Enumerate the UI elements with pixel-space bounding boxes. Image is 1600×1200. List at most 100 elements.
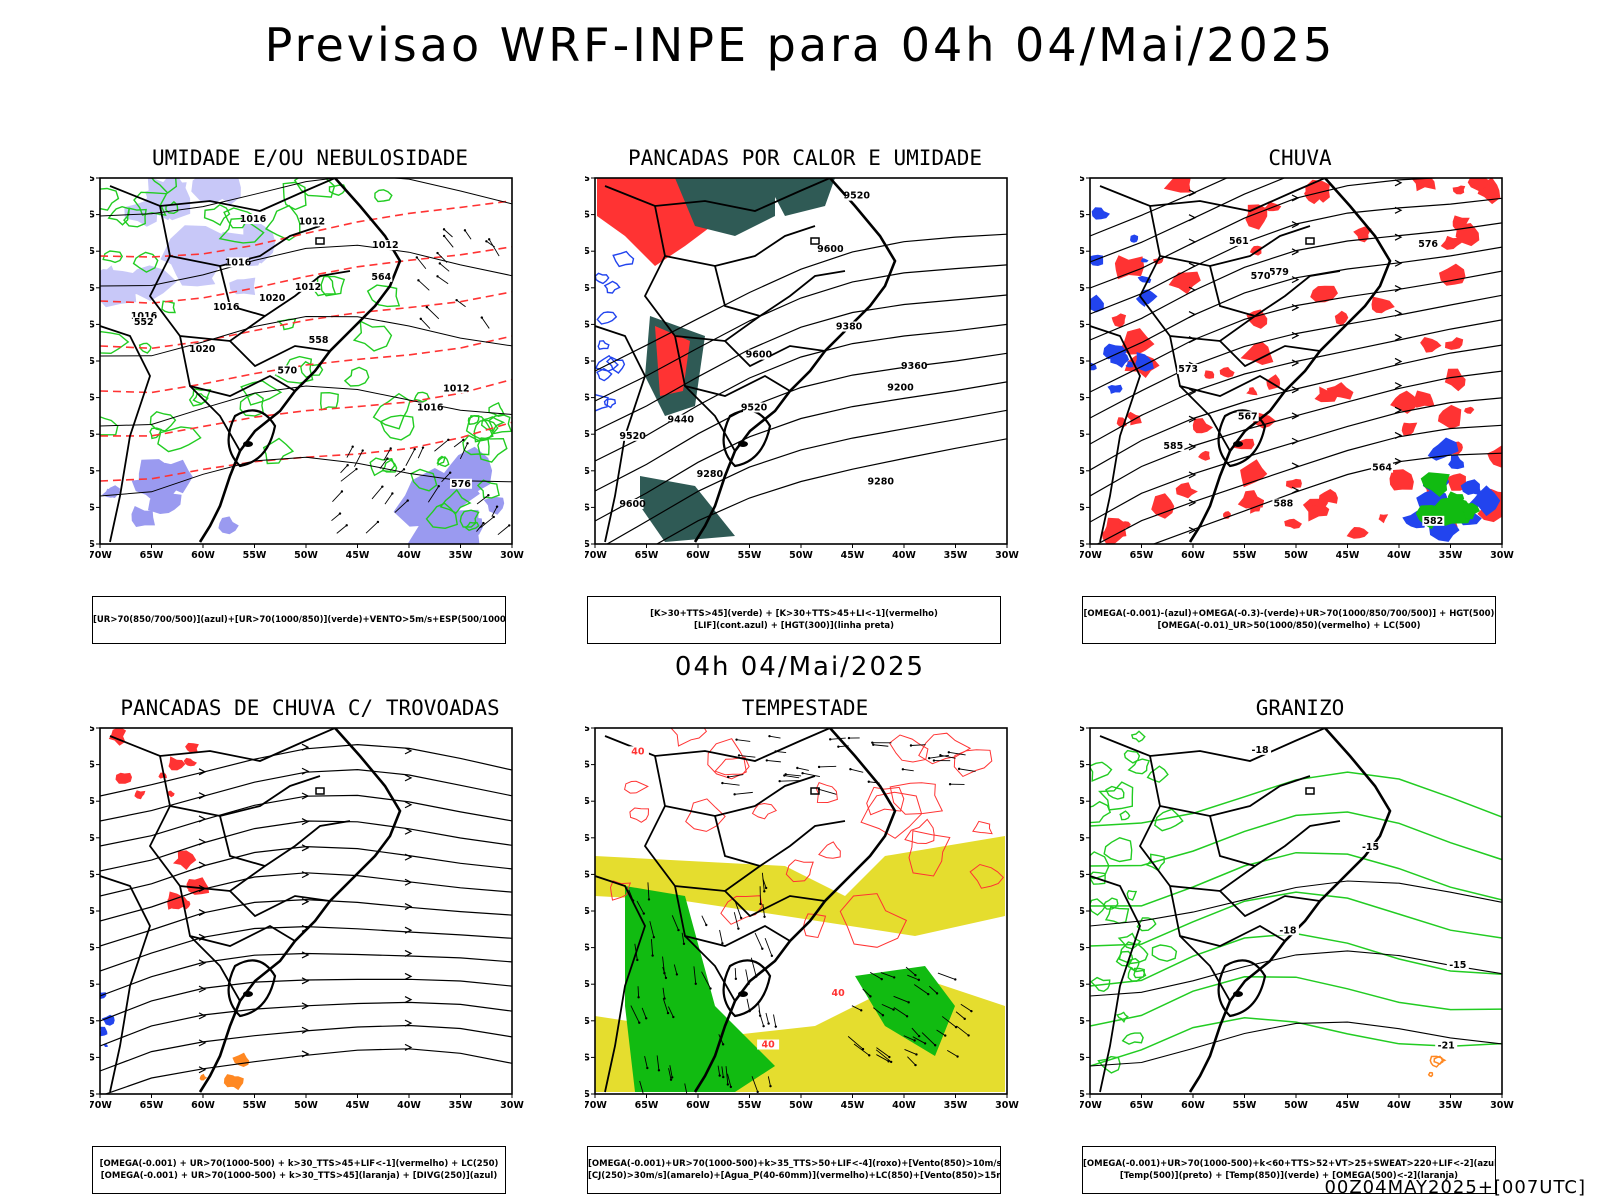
wind-vector-head [705, 923, 708, 927]
wind-vector [701, 915, 707, 926]
water-vapor-contour [815, 781, 838, 804]
panel-title: PANCADAS DE CHUVA C/ TROVOADAS [120, 696, 500, 720]
lat-tick-label: 12S [90, 726, 95, 734]
water-vapor-contour [953, 749, 993, 778]
contour-line [1090, 811, 1502, 867]
state-border [100, 875, 151, 1093]
streamline [100, 925, 512, 972]
wind-vector [734, 901, 742, 919]
thunderstorm-area [167, 790, 175, 798]
humidity-low-contour [293, 178, 336, 198]
wind-vector [880, 972, 895, 978]
omega-area [1130, 234, 1139, 243]
humidity-low-contour [473, 419, 499, 443]
contour-line [595, 233, 1007, 372]
shower-area [199, 1073, 208, 1081]
lon-tick-label: 40W [1387, 1100, 1411, 1111]
wind-vector-head [463, 229, 467, 232]
wind-vector [417, 447, 424, 459]
lat-tick-label: 30S [1080, 393, 1085, 404]
wind-vector-head [729, 1085, 733, 1089]
lat-tick-label: 42S [1080, 539, 1085, 550]
contour-label: 564 [371, 272, 391, 283]
wind-vector-head [682, 942, 686, 946]
lon-tick-label: 55W [1233, 550, 1257, 561]
wind-vector [819, 765, 837, 768]
wind-vector-head [415, 256, 419, 259]
temp-850-contour [1103, 837, 1133, 863]
wind-vector [907, 1056, 916, 1066]
wind-vector [459, 443, 468, 460]
contour-label-bg [1227, 235, 1250, 246]
wind-vector-head [652, 935, 656, 939]
wind-vector-head [737, 754, 741, 757]
wind-vector [693, 966, 697, 984]
lon-tick-label: 40W [397, 1100, 421, 1111]
wind-vector-head [419, 317, 422, 321]
contour-label-bg [669, 414, 692, 425]
wind-vector [881, 1003, 894, 1011]
humidity-low-contour [165, 200, 179, 215]
contour-label: 9380 [836, 322, 863, 333]
rain-area [1439, 263, 1466, 286]
contour-line [595, 264, 1007, 402]
lagoa-icon [738, 441, 748, 447]
df-icon [315, 787, 325, 795]
wind-vector-head [872, 743, 875, 746]
wind-vector-head [887, 1060, 890, 1063]
streamline-arrow [1291, 276, 1300, 284]
map-border [1089, 727, 1503, 1095]
wind-vector-head [774, 1025, 778, 1028]
lon-tick-label: 40W [397, 550, 421, 561]
wind-vector-head [402, 468, 406, 471]
contour-label: -21 [1438, 1040, 1455, 1051]
wind-vector [905, 966, 916, 976]
state-border [724, 340, 826, 368]
wind-vector [876, 1047, 890, 1058]
lon-tick-label: 50W [789, 550, 813, 561]
legend-line-1: [K>30+TTS>45](verde) + [K>30+TTS>45+LI<-… [650, 609, 938, 619]
contour-label-bg [1249, 744, 1272, 755]
contour-label-bg [838, 321, 861, 332]
wind-vector-head [867, 780, 870, 783]
wind-vector [784, 775, 800, 779]
wind-vector-head [726, 1083, 730, 1086]
wind-vector-head [721, 942, 724, 945]
streamline [100, 978, 512, 1022]
wind-vector-head [726, 775, 730, 779]
water-vapor-contour [889, 782, 944, 815]
humidity-high-area [124, 200, 158, 227]
wind-vector [662, 998, 669, 1014]
contour-line [1090, 950, 1502, 997]
contour-label: 561 [1229, 236, 1249, 247]
streamline-arrow [198, 838, 207, 846]
lon-tick-label: 60W [686, 1100, 710, 1111]
wind-vector-head [869, 995, 872, 998]
panel-chuva: CHUVA 58558858257957657357056756456112S1… [1080, 146, 1520, 646]
wind-vector-head [438, 262, 442, 265]
divergence-area [100, 1026, 108, 1037]
wind-vector [717, 1065, 721, 1076]
wind-vector [420, 318, 431, 329]
omega-area [1448, 455, 1465, 470]
contour-label: 588 [1273, 499, 1293, 510]
temp-850-contour [1133, 967, 1145, 979]
lon-tick-label: 65W [635, 1100, 659, 1111]
wind-vector-head [764, 886, 768, 890]
lat-tick-label: 39S [90, 1052, 95, 1063]
streamline-arrow [1394, 309, 1403, 317]
streamline [100, 898, 512, 947]
wind-vector-head [487, 238, 491, 241]
wind-vector-head [733, 793, 736, 796]
wind-vector-head [739, 916, 743, 920]
wind-vector-head [768, 734, 771, 738]
water-vapor-contour [609, 880, 632, 901]
wind-vector [734, 968, 737, 979]
contour-label-bg [1359, 841, 1382, 852]
lat-tick-label: 15S [90, 210, 95, 221]
contour-label-bg [1446, 960, 1469, 971]
wind-vector [332, 491, 343, 502]
wind-vector-head [718, 1074, 721, 1077]
temp-850-contour [1115, 1011, 1129, 1024]
wind-vector [893, 995, 909, 1003]
